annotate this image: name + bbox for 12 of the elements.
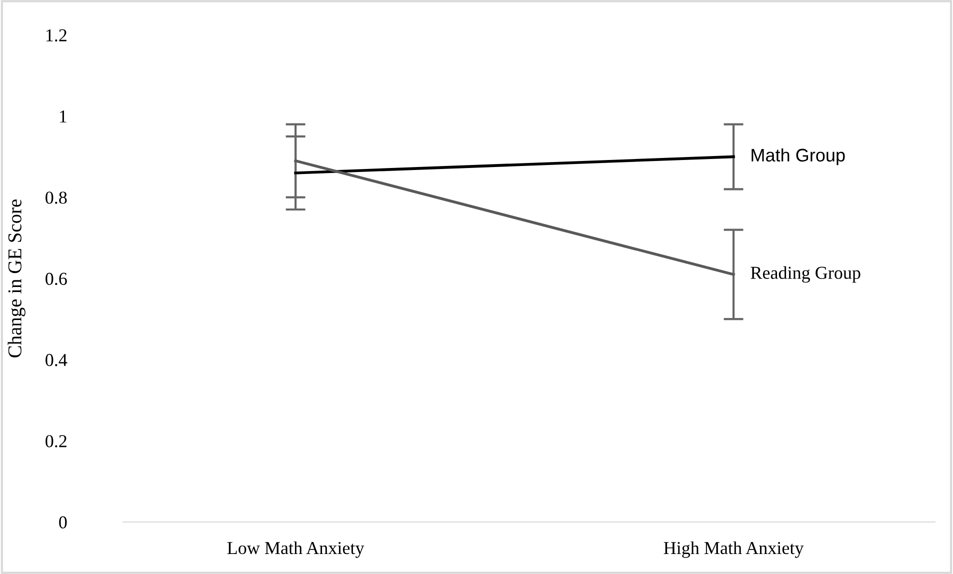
y-tick-label: 0.4 — [46, 354, 68, 366]
y-tick-label: 1 — [60, 110, 66, 122]
y-axis-title: Change in GE Score — [8, 200, 26, 358]
y-tick-label: 0.8 — [46, 192, 67, 204]
series-label: Math Group — [752, 148, 845, 166]
y-tick-label: 0 — [59, 516, 67, 528]
y-tick-label: 0.2 — [46, 435, 66, 448]
y-tick-label: 1.2 — [46, 29, 66, 42]
x-tick-label: Low Math Anxiety — [227, 541, 364, 558]
series-label: Reading Group — [750, 266, 860, 283]
x-tick-label: High Math Anxiety — [664, 541, 804, 558]
y-tick-label: 0.6 — [46, 272, 67, 286]
